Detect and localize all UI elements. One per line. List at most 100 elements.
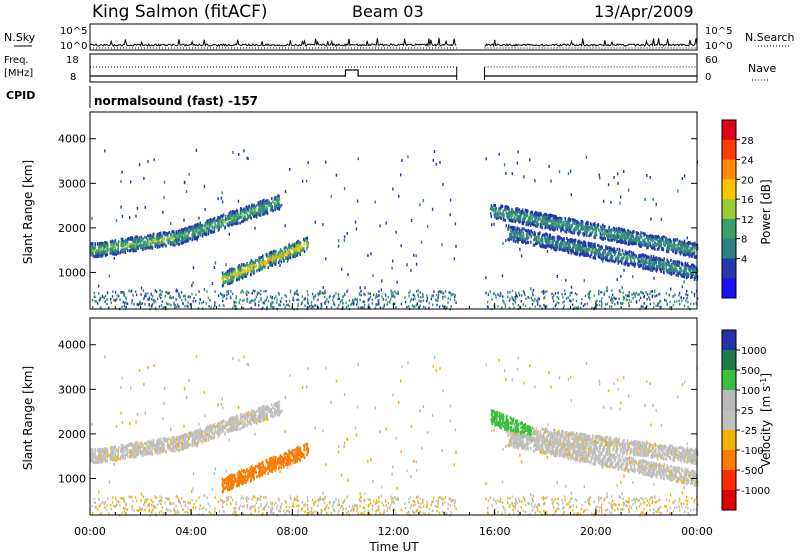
- echo-pixel: [585, 232, 588, 236]
- echo-pixel: [264, 260, 266, 263]
- echo-pixel: [254, 207, 257, 211]
- echo-pixel: [495, 296, 497, 299]
- echo-pixel: [145, 292, 147, 296]
- echo-pixel: [557, 219, 559, 223]
- echo-pixel: [256, 293, 259, 296]
- echo-pixel: [340, 299, 342, 302]
- freq-label: Freq.: [4, 55, 29, 66]
- echo-pixel: [276, 207, 279, 211]
- echo-pixel: [564, 292, 566, 296]
- echo-pixel: [241, 210, 244, 214]
- echo-pixel: [616, 301, 619, 304]
- echo-pixel: [314, 220, 316, 224]
- echo-pixel: [543, 303, 545, 307]
- echo-pixel: [231, 220, 233, 224]
- echo-pixel: [364, 293, 366, 297]
- echo-pixel: [104, 250, 107, 254]
- echo-pixel: [278, 194, 280, 198]
- echo-pixel: [317, 298, 319, 302]
- echo-pixel: [582, 232, 584, 236]
- echo-pixel: [144, 303, 146, 306]
- echo-pixel: [284, 189, 287, 193]
- echo-pixel: [253, 214, 256, 218]
- echo-pixel: [409, 290, 411, 293]
- echo-pixel: [235, 218, 237, 222]
- echo-pixel: [646, 243, 649, 247]
- echo-pixel: [493, 213, 496, 217]
- echo-pixel: [347, 304, 350, 307]
- echo-pixel: [632, 262, 635, 266]
- echo-pixel: [186, 227, 188, 231]
- echo-pixel: [271, 263, 273, 267]
- echo-pixel: [668, 261, 670, 265]
- echo-pixel: [648, 261, 650, 265]
- echo-pixel: [426, 297, 428, 300]
- echo-pixel: [279, 205, 282, 209]
- echo-pixel: [493, 291, 495, 295]
- echo-pixel: [674, 238, 676, 242]
- echo-pixel: [527, 219, 529, 223]
- echo-pixel: [574, 219, 577, 223]
- echo-pixel: [609, 228, 611, 232]
- echo-pixel: [231, 223, 233, 227]
- echo-pixel: [601, 229, 603, 232]
- echo-pixel: [220, 196, 222, 200]
- echo-pixel: [260, 208, 262, 212]
- echo-pixel: [689, 272, 692, 276]
- echo-pixel: [414, 297, 416, 301]
- echo-pixel: [108, 306, 110, 310]
- echo-pixel: [174, 304, 176, 307]
- echo-pixel: [553, 246, 555, 250]
- echo-pixel: [121, 170, 123, 174]
- echo-pixel: [188, 225, 190, 229]
- echo-pixel: [252, 206, 255, 210]
- echo-pixel: [583, 245, 585, 248]
- echo-pixel: [630, 261, 632, 265]
- echo-pixel: [642, 231, 644, 235]
- echo-pixel: [509, 297, 511, 301]
- echo-pixel: [667, 263, 669, 267]
- echo-pixel: [375, 295, 377, 299]
- echo-pixel: [161, 237, 164, 241]
- echo-pixel: [649, 302, 652, 306]
- echo-pixel: [538, 298, 540, 301]
- echo-pixel: [228, 282, 231, 286]
- echo-pixel: [577, 306, 580, 309]
- echo-pixel: [283, 247, 286, 250]
- echo-pixel: [145, 242, 148, 246]
- echo-pixel: [603, 249, 605, 252]
- echo-pixel: [638, 243, 640, 247]
- echo-pixel: [691, 252, 694, 256]
- echo-pixel: [98, 284, 100, 288]
- echo-pixel: [293, 244, 295, 248]
- echo-pixel: [231, 270, 234, 274]
- echo-pixel: [660, 238, 663, 242]
- echo-pixel: [596, 249, 599, 253]
- echo-pixel: [156, 244, 159, 248]
- echo-pixel: [606, 302, 609, 305]
- echo-pixel: [163, 236, 165, 240]
- echo-pixel: [390, 292, 393, 295]
- echo-pixel: [665, 299, 667, 302]
- echo-pixel: [107, 247, 109, 251]
- echo-pixel: [682, 253, 685, 257]
- echo-pixel: [137, 303, 140, 307]
- echo-pixel: [235, 295, 237, 298]
- echo-pixel: [178, 238, 181, 242]
- echo-pixel: [272, 255, 274, 258]
- echo-pixel: [418, 299, 420, 302]
- echo-pixel: [507, 295, 509, 299]
- echo-pixel: [674, 247, 676, 251]
- echo-pixel: [502, 216, 505, 220]
- echo-pixel: [167, 238, 170, 242]
- echo-pixel: [284, 246, 287, 249]
- echo-pixel: [576, 220, 579, 224]
- echo-pixel: [521, 235, 524, 239]
- echo-pixel: [498, 206, 500, 210]
- echo-pixel: [640, 290, 642, 294]
- echo-pixel: [628, 250, 631, 253]
- echo-pixel: [243, 263, 245, 266]
- echo-pixel: [696, 246, 699, 250]
- echo-pixel: [576, 249, 579, 253]
- echo-pixel: [517, 150, 519, 154]
